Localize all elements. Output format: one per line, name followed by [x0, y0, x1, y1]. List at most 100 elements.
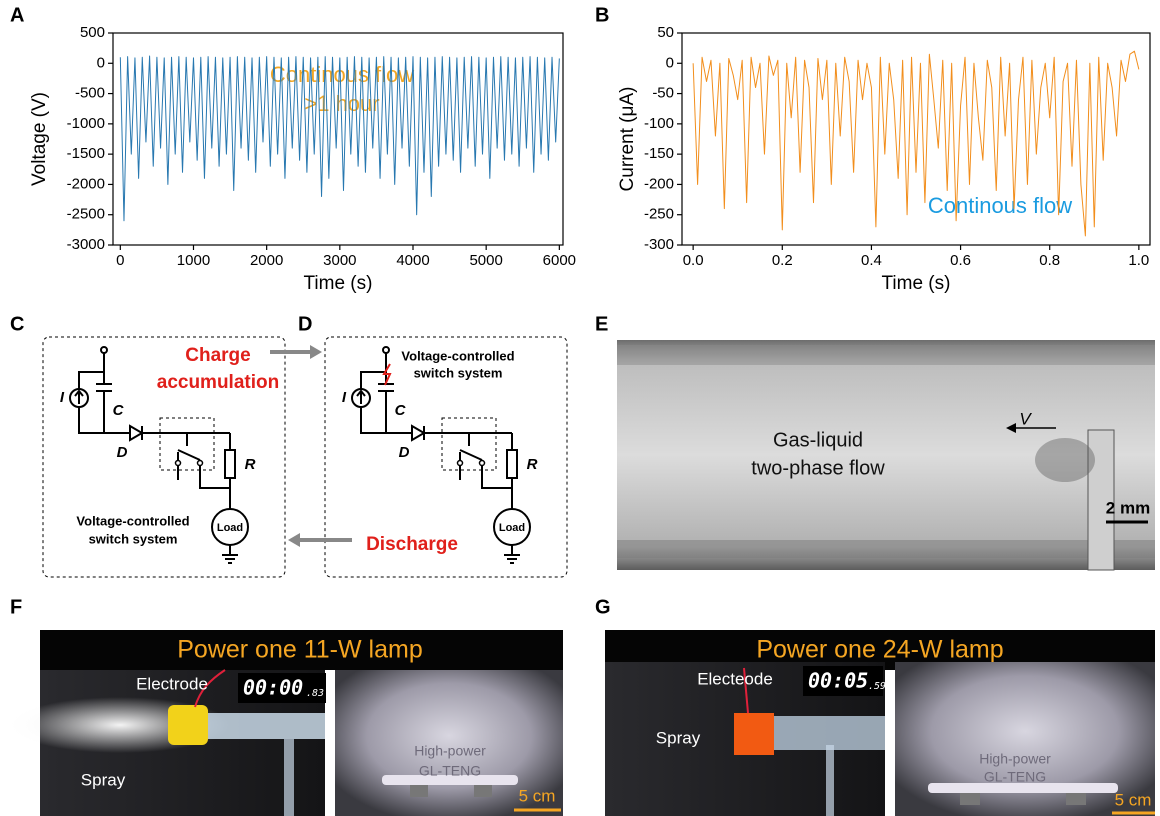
lamp-label: High-power — [979, 751, 1051, 767]
terminal — [100, 346, 108, 354]
circuit-label: I — [342, 389, 347, 406]
tube-wall — [617, 540, 1155, 558]
timer: 00:05 — [808, 669, 868, 693]
caption: Gas-liquid — [773, 429, 863, 451]
wire — [78, 371, 130, 434]
x-tick-label: 2000 — [250, 252, 283, 269]
circuit-label: I — [60, 389, 65, 406]
y-tick-label: -500 — [75, 85, 105, 102]
x-tick-label: 0.6 — [950, 252, 971, 269]
data-line — [692, 50, 1140, 237]
x-tick-label: 0.2 — [772, 252, 793, 269]
x-axis-label: Time (s) — [882, 273, 951, 294]
terminal — [382, 346, 390, 354]
caption: Voltage-controlled — [76, 513, 189, 528]
lamp-label: GL-TENG — [419, 763, 481, 779]
wire — [504, 545, 520, 564]
x-tick-label: 0.4 — [861, 252, 882, 269]
y-tick-label: -50 — [652, 85, 674, 102]
y-tick-label: -150 — [644, 145, 674, 162]
title-band — [40, 630, 563, 670]
y-tick-label: 0 — [97, 54, 105, 71]
terminal — [456, 459, 464, 467]
caption: switch system — [89, 531, 178, 546]
switch-frame — [441, 417, 497, 471]
arrow-head — [1006, 423, 1016, 433]
electrode — [734, 713, 774, 755]
electrode — [168, 705, 208, 745]
y-tick-label: -200 — [644, 175, 674, 192]
wire — [743, 667, 749, 714]
y-tick-label: -300 — [644, 236, 674, 253]
x-tick-label: 3000 — [323, 252, 356, 269]
data-line — [119, 55, 560, 222]
x-tick-label: 4000 — [396, 252, 429, 269]
tube — [826, 745, 834, 816]
caption: two-phase flow — [751, 457, 885, 479]
x-tick-label: 6000 — [543, 252, 576, 269]
terminal — [174, 459, 182, 467]
scale-label: 5 cm — [519, 786, 556, 805]
x-tick-label: 1000 — [177, 252, 210, 269]
annotation: Continous flow — [928, 193, 1072, 218]
photo-label: Electeode — [697, 669, 773, 688]
circuit-label: C — [395, 402, 407, 419]
y-tick-label: 0 — [666, 54, 674, 71]
wire — [222, 545, 238, 564]
terminal — [196, 459, 204, 467]
photo-title: Power one 11-W lamp — [177, 636, 422, 664]
photo-label: Spray — [656, 728, 701, 747]
circuit-label: R — [527, 456, 538, 473]
timer-fraction: .59 — [868, 681, 886, 692]
circuit-label: D — [399, 444, 410, 461]
y-tick-label: -2000 — [67, 175, 105, 192]
bolt — [382, 363, 392, 386]
switch-frame — [159, 417, 215, 471]
circuit-label: C — [113, 402, 125, 419]
timer-fraction: .83 — [306, 688, 324, 699]
wire — [459, 433, 512, 489]
panel-label: D — [298, 313, 312, 335]
arrow-head — [288, 533, 300, 547]
diode — [129, 424, 144, 442]
x-axis-label: Time (s) — [304, 273, 373, 294]
plot-frame — [112, 32, 564, 246]
annotation: Continous flow — [270, 62, 414, 87]
wire — [74, 389, 84, 404]
resistor — [506, 449, 518, 479]
resistor — [224, 449, 236, 479]
lamp-label: GL-TENG — [984, 769, 1046, 785]
photo-label: Spray — [81, 770, 126, 789]
y-axis-label: Voltage (V) — [29, 92, 50, 186]
lamp-base — [928, 783, 1118, 793]
x-tick-label: 1.0 — [1128, 252, 1149, 269]
terminal — [478, 459, 486, 467]
lamp-foot — [474, 785, 492, 797]
lamp-foot — [410, 785, 428, 797]
transition-label: Discharge — [366, 534, 458, 555]
nozzle — [1087, 429, 1115, 571]
x-tick-label: 0 — [116, 252, 124, 269]
circuit-label: Load — [217, 522, 243, 534]
circuit-label: D — [117, 444, 128, 461]
caption: switch system — [414, 365, 503, 380]
y-tick-label: -100 — [644, 115, 674, 132]
plot-frame — [681, 32, 1151, 246]
panel-label: A — [10, 4, 24, 26]
wire — [378, 353, 394, 433]
circuits — [69, 346, 531, 564]
timer-box — [803, 666, 883, 696]
y-tick-label: -250 — [644, 206, 674, 223]
tube — [284, 739, 294, 816]
panel-label: C — [10, 313, 24, 335]
wire — [356, 389, 366, 404]
x-tick-label: 0.0 — [683, 252, 704, 269]
x-tick-label: 5000 — [469, 252, 502, 269]
panel-label: E — [595, 313, 608, 335]
panel-frame — [324, 336, 568, 578]
tube — [760, 716, 885, 750]
tube — [205, 713, 325, 739]
circuit-label: R — [245, 456, 256, 473]
velocity-label: V — [1019, 409, 1032, 428]
y-axis-label: Current (μA) — [617, 87, 638, 192]
